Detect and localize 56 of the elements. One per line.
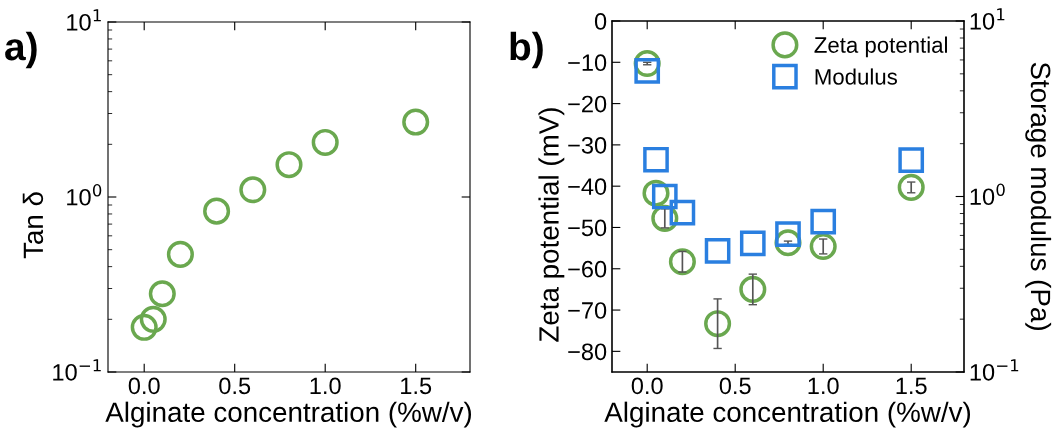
- y-tick-label: −80: [568, 343, 607, 361]
- y-tick-label: −10: [568, 54, 607, 72]
- y-tick-label: 10$^{1}$: [67, 9, 101, 31]
- y-tick-label: 10$^{0}$: [67, 184, 102, 206]
- x-tick-label: 1.5: [401, 377, 432, 395]
- legend-label: Zeta potential: [814, 36, 947, 58]
- point: [898, 147, 925, 174]
- text: a): [5, 31, 37, 69]
- y-tick-label: −70: [568, 302, 607, 319]
- y2-tick-label: 10$^{−1}$: [970, 359, 1019, 381]
- point: [810, 208, 837, 235]
- point: [239, 176, 267, 204]
- point: [643, 146, 669, 173]
- point: [775, 221, 801, 248]
- point: [203, 197, 231, 225]
- y-tick-label: −20: [568, 95, 607, 113]
- point: [651, 183, 678, 210]
- y-tick-label: −30: [568, 136, 607, 154]
- point: [275, 151, 303, 179]
- y-tick-label: 0: [594, 13, 607, 30]
- y-tick-label: 10$^{−1}$: [53, 359, 101, 381]
- point: [704, 310, 732, 338]
- point: [130, 313, 158, 341]
- legend-label: Modulus: [815, 68, 897, 85]
- x-tick-label: 0.0: [631, 377, 663, 395]
- point: [148, 280, 176, 308]
- point: [166, 240, 194, 268]
- x-tick-label: 0.5: [219, 377, 251, 395]
- point: [642, 179, 670, 207]
- text: b): [510, 31, 543, 69]
- point: [668, 248, 696, 276]
- x-tick-label: 1.0: [808, 377, 839, 395]
- y2-axis-title: Storage modulus (Pa): [1025, 62, 1052, 330]
- x-axis-title: Alginate concentration (%w/v): [604, 401, 971, 428]
- y-axis-title: Zeta potential (mV): [538, 108, 565, 342]
- point: [739, 275, 767, 303]
- point: [897, 173, 925, 201]
- point: [311, 128, 339, 156]
- y2-tick-label: 10$^{0}$: [970, 183, 1005, 206]
- y2-tick-label: 10$^{1}$: [970, 8, 1005, 30]
- y-tick-label: −60: [568, 260, 607, 278]
- y-axis-title: Tan δ: [22, 192, 44, 259]
- y-tick-label: −40: [568, 178, 607, 195]
- point: [809, 232, 837, 261]
- point: [669, 199, 696, 226]
- point: [739, 230, 766, 257]
- point: [634, 57, 661, 84]
- point: [704, 238, 731, 264]
- x-tick-label: 1.0: [310, 377, 341, 395]
- x-tick-label: 0.0: [128, 377, 160, 395]
- x-tick-label: 0.5: [719, 377, 751, 395]
- x-tick-label: 1.5: [896, 377, 927, 395]
- x-axis-title: Alginate concentration (%w/v): [105, 401, 472, 428]
- point: [402, 108, 430, 136]
- point: [139, 305, 167, 333]
- y-tick-label: −50: [568, 219, 607, 237]
